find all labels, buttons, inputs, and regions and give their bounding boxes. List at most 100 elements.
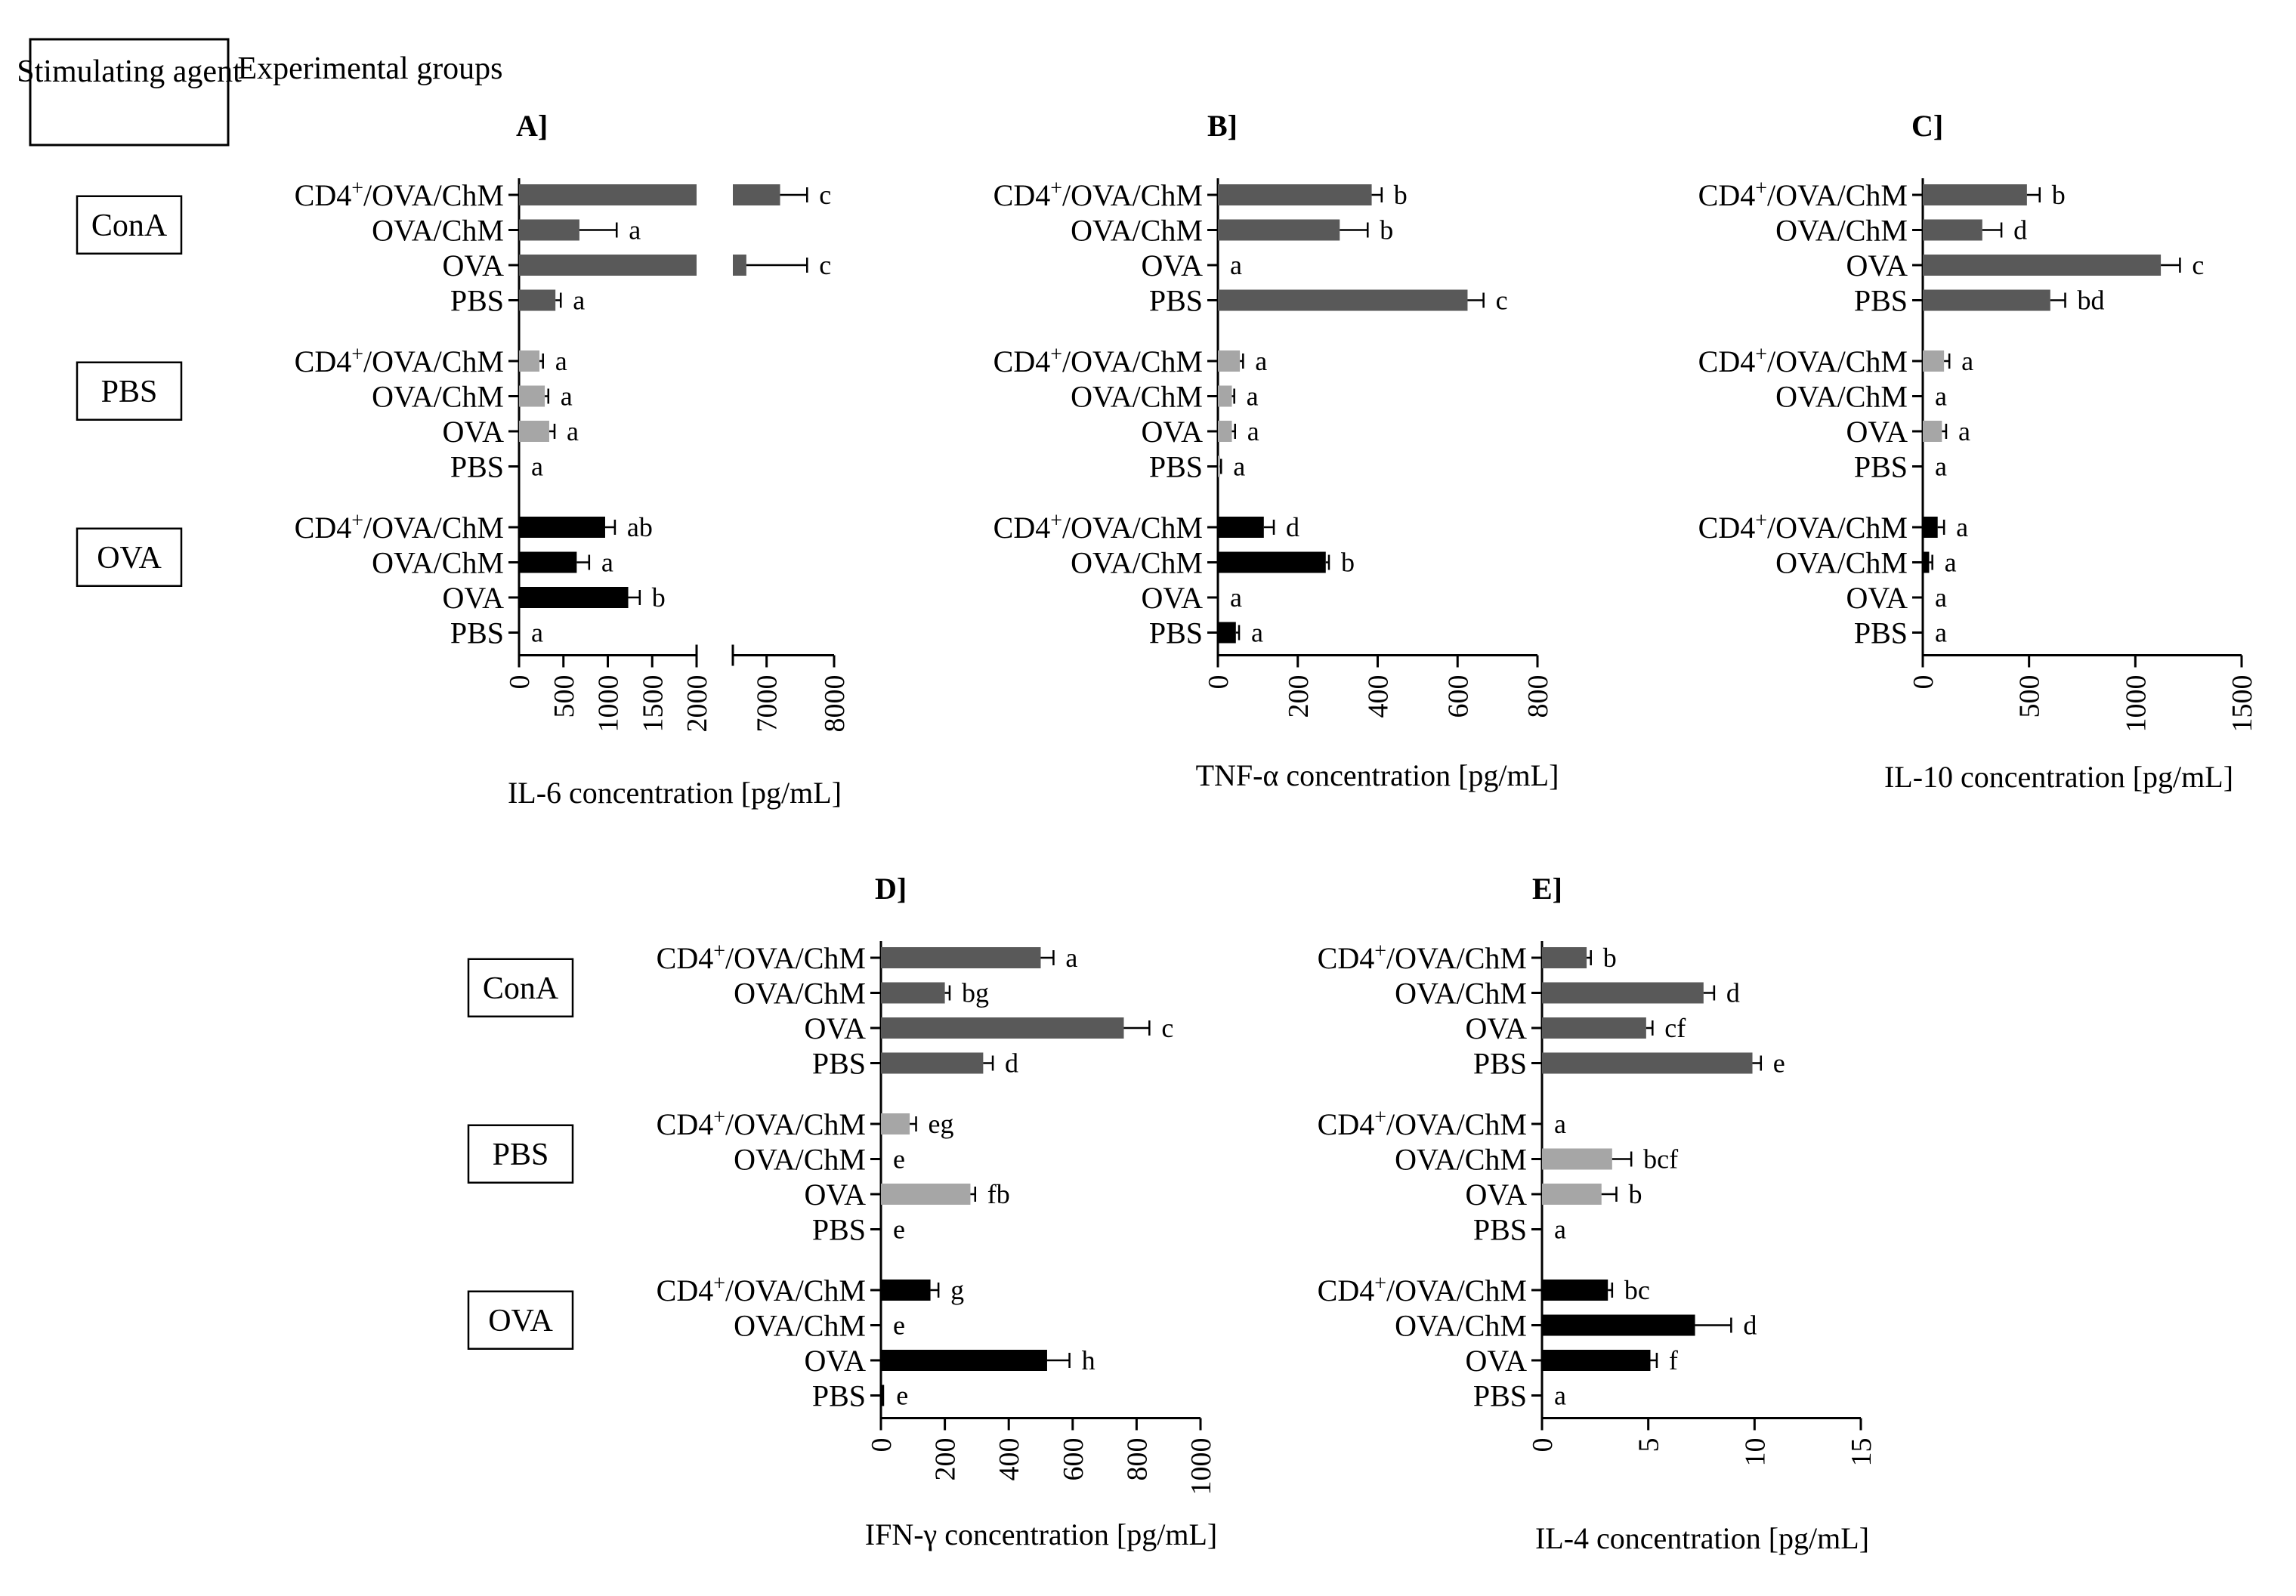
charts-layer: A] CD4+/OVA/ChM c OVA/ChM a OVA c PBS a ConA CD4+/…: [76, 109, 2258, 1555]
significance-letter: c: [819, 250, 831, 280]
row-label: CD4+/OVA/ChM: [657, 940, 866, 975]
row-label: OVA/ChM: [734, 977, 866, 1011]
agent-label: ConA: [483, 971, 559, 1006]
row-label: OVA/ChM: [1775, 546, 1908, 580]
significance-letter: e: [893, 1215, 905, 1245]
row-label: CD4+/OVA/ChM: [1698, 509, 1908, 545]
significance-letter: b: [1603, 943, 1617, 973]
x-tick-label: 1000: [2120, 675, 2152, 733]
significance-letter: b: [1394, 180, 1408, 210]
agent-label: OVA: [97, 541, 162, 576]
x-tick-label: 0: [504, 675, 536, 690]
panel-title: A]: [516, 109, 548, 143]
x-tick-label: 0: [1527, 1438, 1559, 1452]
bar: [519, 350, 540, 372]
row-label: OVA: [442, 581, 504, 615]
row-label: PBS: [450, 616, 504, 650]
bar: [1542, 1314, 1695, 1336]
row-label: PBS: [812, 1379, 866, 1413]
panel-title: C]: [1911, 109, 1943, 143]
x-tick-label: 200: [930, 1438, 962, 1481]
row-label: OVA: [804, 1011, 866, 1045]
bar: [1923, 255, 2162, 276]
row-label: OVA: [1846, 581, 1908, 615]
significance-letter: bc: [1624, 1275, 1650, 1305]
x-tick-label: 8000: [819, 675, 851, 733]
bar: [1218, 350, 1241, 372]
significance-letter: e: [893, 1144, 905, 1175]
x-axis-label: IFN-γ concentration [pg/mL]: [865, 1517, 1217, 1551]
bar: [1923, 184, 2027, 205]
significance-letter: b: [2052, 180, 2066, 210]
bar: [1923, 289, 2050, 311]
significance-letter: f: [1669, 1345, 1678, 1375]
chart-panel-3: D] CD4+/OVA/ChM a OVA/ChM bg OVA c PBS d ConA CD4+…: [467, 872, 1217, 1551]
x-tick-label: 800: [1121, 1438, 1153, 1481]
row-label: OVA: [442, 249, 504, 282]
row-label: CD4+/OVA/ChM: [1698, 343, 1908, 378]
bar: [1542, 1052, 1753, 1074]
x-tick-label: 400: [993, 1438, 1025, 1481]
row-label: OVA/ChM: [734, 1143, 866, 1177]
bar: [881, 1113, 910, 1134]
agent-label: PBS: [493, 1138, 549, 1172]
x-axis-label: IL-10 concentration [pg/mL]: [1884, 760, 2233, 794]
row-label: OVA: [1846, 249, 1908, 282]
row-label: OVA: [442, 415, 504, 449]
bar: [881, 1350, 1047, 1371]
x-tick-label: 1000: [1185, 1438, 1217, 1496]
row-label: PBS: [1149, 284, 1203, 318]
x-tick-label: 0: [1908, 675, 1939, 690]
significance-letter: a: [567, 416, 579, 446]
bar: [1218, 184, 1372, 205]
significance-letter: b: [1341, 548, 1355, 578]
bar: [1923, 421, 1942, 442]
significance-letter: h: [1082, 1345, 1095, 1375]
significance-letter: a: [601, 548, 613, 578]
row-label: PBS: [1854, 616, 1908, 650]
x-tick-label: 600: [1442, 675, 1474, 718]
significance-letter: a: [1956, 512, 1968, 542]
bar: [1542, 1017, 1646, 1039]
row-label: CD4+/OVA/ChM: [993, 177, 1203, 212]
significance-letter: fb: [987, 1179, 1010, 1209]
row-label: OVA/ChM: [1775, 214, 1908, 248]
significance-letter: bcf: [1643, 1144, 1678, 1175]
x-tick-label: 1000: [593, 675, 625, 733]
x-tick-label: 1500: [637, 675, 669, 733]
bar: [1923, 350, 1945, 372]
significance-letter: a: [1935, 582, 1947, 613]
bar: [881, 1385, 885, 1406]
bar: [1218, 219, 1340, 241]
row-label: OVA/ChM: [1395, 977, 1527, 1011]
row-label: CD4+/OVA/ChM: [1318, 940, 1527, 975]
agent-label: ConA: [91, 208, 168, 243]
row-label: OVA/ChM: [372, 380, 504, 414]
bar: [1542, 1350, 1651, 1371]
bar: [519, 255, 697, 276]
significance-letter: ab: [627, 512, 653, 542]
bar: [519, 219, 579, 241]
row-label: CD4+/OVA/ChM: [657, 1272, 866, 1307]
x-tick-label: 500: [549, 675, 580, 718]
agent-box: [76, 527, 183, 587]
significance-letter: bd: [2077, 286, 2104, 316]
bar: [1218, 622, 1236, 644]
row-label: OVA: [1141, 415, 1203, 449]
significance-letter: d: [1743, 1310, 1757, 1341]
bar: [1218, 551, 1326, 573]
row-label: OVA/ChM: [1775, 380, 1908, 414]
x-tick-label: 1500: [2226, 675, 2258, 733]
bar: [519, 184, 697, 205]
row-label: OVA/ChM: [1071, 380, 1203, 414]
x-tick-label: 10: [1739, 1438, 1771, 1467]
significance-letter: a: [1935, 618, 1947, 648]
panel-title: D]: [875, 872, 907, 906]
significance-letter: a: [1935, 381, 1947, 412]
significance-letter: a: [573, 286, 585, 316]
significance-letter: d: [1286, 512, 1299, 542]
row-label: OVA: [804, 1344, 866, 1378]
